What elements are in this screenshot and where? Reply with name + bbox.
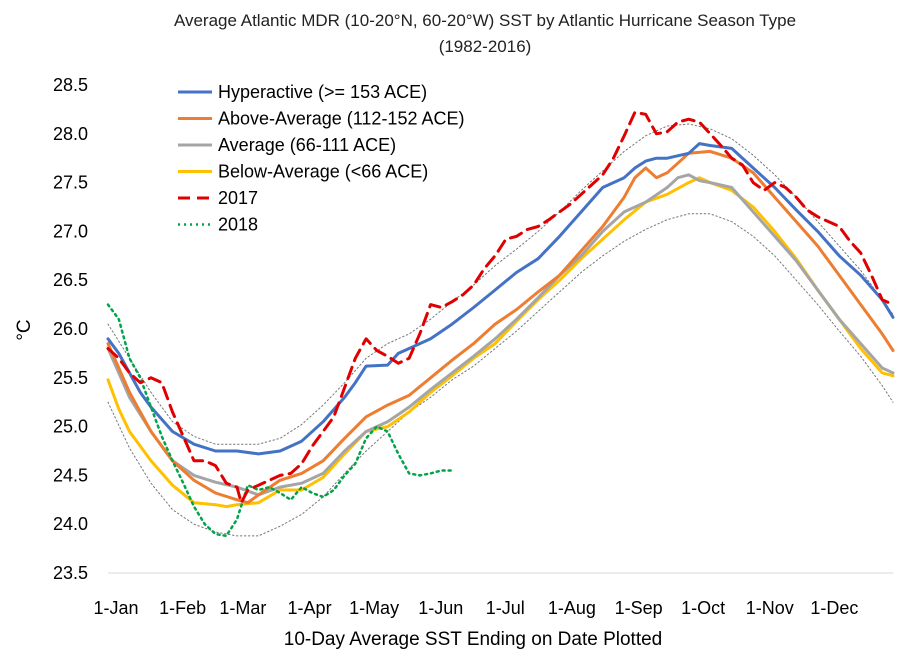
- x-axis-label: 10-Day Average SST Ending on Date Plotte…: [284, 629, 663, 650]
- x-tick-label: 1-Aug: [548, 598, 596, 618]
- series-line-above-average-112-152-ace: [106, 149, 895, 505]
- y-tick-label: 23.5: [53, 563, 88, 583]
- series-line-lower-envelope: [107, 213, 894, 537]
- x-tick-label: 1-Sep: [615, 598, 663, 618]
- x-tick-label: 1-Jun: [418, 598, 463, 618]
- legend-label: Below-Average (<66 ACE): [218, 162, 428, 182]
- series-line-hyperactive-153-ace: [106, 142, 895, 456]
- y-tick-label: 24.5: [53, 465, 88, 485]
- x-tick-label: 1-Nov: [746, 598, 794, 618]
- x-tick-label: 1-Dec: [810, 598, 858, 618]
- legend-label: 2017: [218, 188, 258, 208]
- legend-label: 2018: [218, 215, 258, 235]
- y-axis-ticks: 23.5 24.0 24.5 25.0 25.5 26.0 26.5 27.0 27.5 28.0…: [53, 75, 88, 583]
- y-tick-label: 27.5: [53, 173, 88, 193]
- chart-subtitle: (1982-2016): [439, 37, 532, 56]
- chart-title: Average Atlantic MDR (10-20°N, 60-20°W) …: [174, 11, 796, 30]
- y-tick-label: 26.5: [53, 270, 88, 290]
- x-tick-label: 1-Feb: [159, 598, 206, 618]
- series-line-2018: [106, 303, 454, 538]
- y-tick-label: 26.0: [53, 319, 88, 339]
- y-tick-label: 28.0: [53, 124, 88, 144]
- y-tick-label: 25.0: [53, 417, 88, 437]
- series-line-2017: [106, 110, 895, 505]
- series-lines: [106, 110, 895, 538]
- x-axis-ticks: 1-Jan 1-Feb 1-Mar 1-Apr 1-May 1-Jun 1-Jul 1-Aug…: [93, 598, 858, 618]
- series-line-below-average-66-ace: [106, 176, 895, 509]
- legend-label: Above-Average (112-152 ACE): [218, 109, 464, 129]
- x-tick-label: 1-Jul: [486, 598, 525, 618]
- y-axis-label: °C: [14, 319, 35, 340]
- y-tick-label: 27.0: [53, 221, 88, 241]
- x-tick-label: 1-Apr: [288, 598, 332, 618]
- x-tick-label: 1-Oct: [681, 598, 725, 618]
- legend-label: Hyperactive (>= 153 ACE): [218, 82, 427, 102]
- y-tick-label: 24.0: [53, 514, 88, 534]
- legend: Hyperactive (>= 153 ACE) Above-Average (1…: [178, 82, 464, 235]
- y-tick-label: 25.5: [53, 368, 88, 388]
- y-tick-label: 28.5: [53, 75, 88, 95]
- x-tick-label: 1-May: [349, 598, 399, 618]
- x-tick-label: 1-Jan: [93, 598, 138, 618]
- legend-label: Average (66-111 ACE): [218, 135, 396, 155]
- x-tick-label: 1-Mar: [219, 598, 266, 618]
